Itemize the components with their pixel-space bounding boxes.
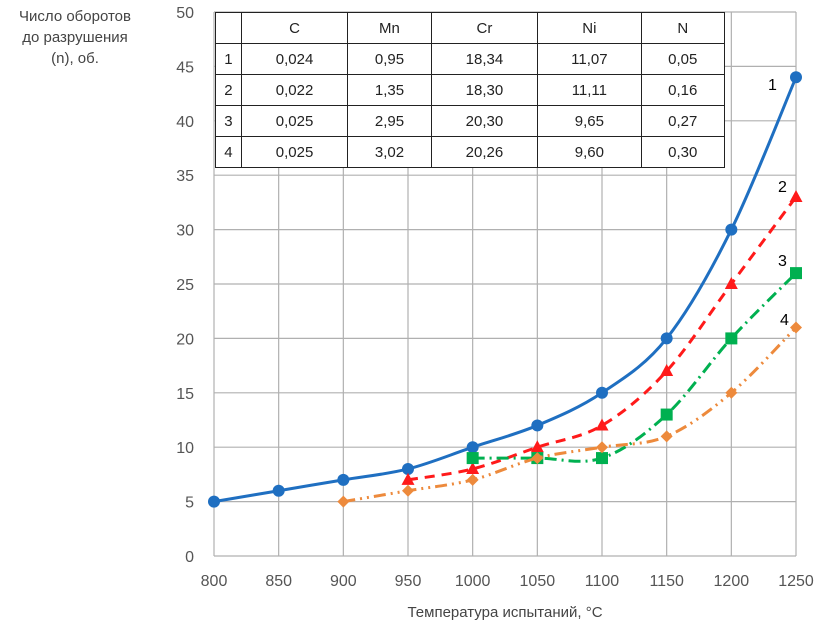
x-tick-label: 1050 bbox=[520, 573, 556, 590]
x-tick-label: 1100 bbox=[585, 573, 620, 590]
y-axis-label-line: до разрушения bbox=[22, 29, 128, 46]
series-1-marker bbox=[596, 386, 608, 399]
x-tick-label: 900 bbox=[330, 573, 357, 590]
x-tick-label: 800 bbox=[201, 573, 228, 590]
series-label: 3 bbox=[778, 253, 787, 270]
table-cell: 20,26 bbox=[430, 136, 539, 168]
table-cell: 3 bbox=[215, 105, 242, 137]
x-tick-label: 1000 bbox=[455, 573, 491, 590]
series-2-marker bbox=[530, 440, 544, 453]
table-cell: Mn bbox=[347, 12, 432, 44]
y-axis-label: Число оборотов до разрушения (n), об. bbox=[0, 6, 150, 69]
series-4-line bbox=[343, 326, 798, 504]
table-row: 2 0,022 1,35 18,30 11,11 0,16 bbox=[215, 74, 726, 106]
series-4-marker bbox=[337, 495, 350, 508]
composition-table: C Mn Cr Ni N 1 0,024 0,95 18,34 11,07 0,05 2 0,022 1,… bbox=[215, 12, 726, 168]
table-cell: 18,30 bbox=[430, 74, 539, 106]
x-tick-label: 950 bbox=[395, 573, 422, 590]
series-1-marker bbox=[531, 419, 544, 432]
table-cell: 1 bbox=[215, 43, 242, 75]
table-cell: 9,65 bbox=[537, 105, 642, 137]
series-1-marker bbox=[337, 473, 350, 486]
series-2-marker bbox=[660, 364, 674, 377]
series-4-marker bbox=[531, 452, 544, 465]
table-row: 4 0,025 3,02 20,26 9,60 0,30 bbox=[215, 136, 726, 168]
table-cell: 0,022 bbox=[240, 74, 349, 106]
series-1-marker bbox=[725, 223, 738, 236]
table-cell: N bbox=[640, 12, 726, 44]
y-tick-label: 10 bbox=[176, 440, 194, 457]
y-tick-label: 50 bbox=[176, 5, 194, 22]
x-tick-label: 1150 bbox=[649, 573, 684, 590]
y-tick-label: 15 bbox=[176, 386, 194, 403]
table-cell: Ni bbox=[537, 12, 642, 44]
table-cell: 11,11 bbox=[537, 74, 642, 106]
y-tick-label: 25 bbox=[176, 277, 194, 294]
series-4-marker bbox=[790, 321, 802, 334]
series-2-marker bbox=[466, 461, 480, 474]
series-4-marker bbox=[466, 473, 479, 486]
table-cell: 4 bbox=[215, 136, 242, 168]
table-cell: 1,35 bbox=[347, 74, 432, 106]
series-4-marker bbox=[596, 441, 608, 454]
series-4-marker bbox=[402, 484, 414, 497]
series-2-marker bbox=[724, 277, 738, 289]
x-tick-label: 1200 bbox=[714, 573, 750, 590]
series-1-marker bbox=[790, 71, 802, 84]
table-cell: 11,07 bbox=[537, 43, 642, 75]
series-3-marker bbox=[660, 408, 673, 421]
table-cell: C bbox=[240, 12, 349, 44]
table-cell bbox=[215, 12, 242, 44]
series-2-marker bbox=[595, 418, 609, 431]
table-cell: 9,60 bbox=[537, 136, 642, 168]
y-tick-label: 5 bbox=[185, 495, 194, 512]
series-1-marker bbox=[272, 484, 285, 497]
y-axis-label-line: (n), об. bbox=[51, 50, 99, 67]
table-cell: 0,27 bbox=[640, 105, 726, 137]
x-tick-label: 850 bbox=[265, 573, 292, 590]
table-cell: 3,02 bbox=[347, 136, 432, 168]
x-tick-label: 1250 bbox=[778, 573, 814, 590]
table-cell: 20,30 bbox=[430, 105, 539, 137]
series-2-marker bbox=[401, 472, 415, 485]
y-tick-label: 45 bbox=[176, 59, 194, 76]
series-label: 1 bbox=[768, 77, 777, 94]
y-tick-label: 40 bbox=[176, 114, 194, 131]
table-cell: 0,16 bbox=[640, 74, 726, 106]
series-4-marker bbox=[660, 430, 673, 443]
series-3-marker bbox=[466, 452, 479, 465]
series-4-marker bbox=[725, 386, 738, 399]
y-tick-label: 35 bbox=[176, 168, 194, 185]
table-cell: 2 bbox=[215, 74, 242, 106]
table-cell: 0,024 bbox=[240, 43, 349, 75]
series-1-marker bbox=[466, 441, 479, 454]
series-2-marker bbox=[789, 189, 803, 202]
table-cell: 0,025 bbox=[240, 136, 349, 168]
table-cell: 0,05 bbox=[640, 43, 726, 75]
series-1-marker bbox=[208, 495, 220, 508]
y-tick-label: 20 bbox=[176, 331, 194, 348]
y-tick-label: 0 bbox=[185, 549, 194, 566]
table-cell: 0,025 bbox=[240, 105, 349, 137]
series-label: 2 bbox=[778, 179, 787, 196]
table-cell: 0,30 bbox=[640, 136, 726, 168]
x-axis-label: Температура испытаний, °С bbox=[407, 604, 603, 621]
series-3-marker bbox=[725, 332, 738, 345]
table-header-row: C Mn Cr Ni N bbox=[215, 12, 726, 44]
table-cell: 2,95 bbox=[347, 105, 432, 137]
table-cell: 0,95 bbox=[347, 43, 432, 75]
table-cell: Cr bbox=[430, 12, 539, 44]
series-1-marker bbox=[402, 462, 414, 475]
table-row: 3 0,025 2,95 20,30 9,65 0,27 bbox=[215, 105, 726, 137]
series-3-marker bbox=[596, 452, 608, 465]
series-3-line bbox=[472, 272, 798, 463]
series-3-marker bbox=[790, 267, 802, 280]
y-axis-label-line: Число оборотов bbox=[19, 8, 131, 25]
y-tick-label: 30 bbox=[176, 223, 194, 240]
table-cell: 18,34 bbox=[430, 43, 539, 75]
series-label: 4 bbox=[780, 312, 789, 329]
table-row: 1 0,024 0,95 18,34 11,07 0,05 bbox=[215, 43, 726, 75]
series-1-marker bbox=[660, 332, 673, 345]
